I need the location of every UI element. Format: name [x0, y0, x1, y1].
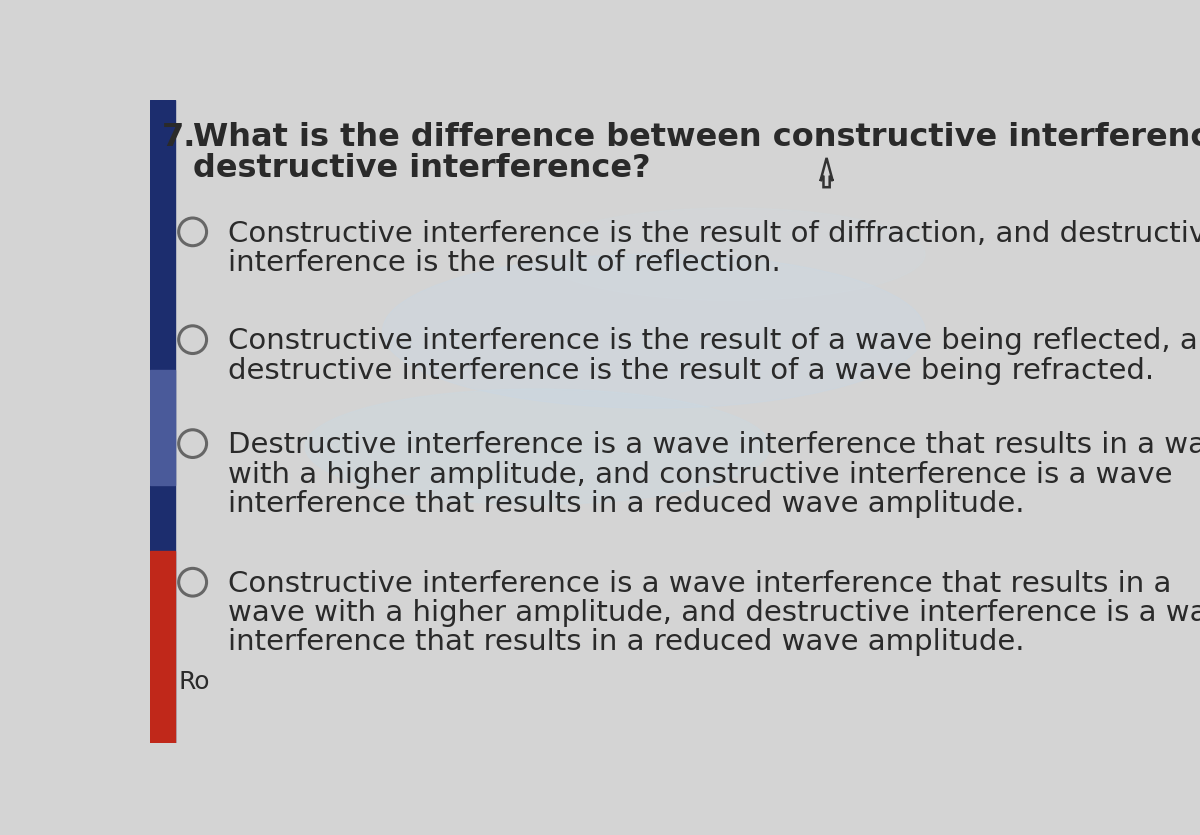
Text: Constructive interference is the result of diffraction, and destructive: Constructive interference is the result … — [228, 220, 1200, 247]
Text: What is the difference between constructive interference and: What is the difference between construct… — [193, 122, 1200, 153]
Ellipse shape — [383, 254, 925, 408]
Bar — [150, 370, 175, 485]
Text: with a higher amplitude, and constructive interference is a wave: with a higher amplitude, and constructiv… — [228, 461, 1172, 488]
Text: Constructive interference is the result of a wave being reflected, and: Constructive interference is the result … — [228, 327, 1200, 356]
Text: Destructive interference is a wave interference that results in a wave: Destructive interference is a wave inter… — [228, 432, 1200, 459]
Text: interference that results in a reduced wave amplitude.: interference that results in a reduced w… — [228, 629, 1024, 656]
Text: interference is the result of reflection.: interference is the result of reflection… — [228, 249, 780, 277]
Text: interference that results in a reduced wave amplitude.: interference that results in a reduced w… — [228, 490, 1024, 518]
Ellipse shape — [538, 208, 925, 301]
Bar — [150, 550, 175, 743]
Text: destructive interference?: destructive interference? — [193, 153, 650, 184]
Text: wave with a higher amplitude, and destructive interference is a wave: wave with a higher amplitude, and destru… — [228, 600, 1200, 627]
Text: 7.: 7. — [162, 122, 196, 153]
Text: destructive interference is the result of a wave being refracted.: destructive interference is the result o… — [228, 357, 1153, 385]
Text: Ro: Ro — [179, 670, 210, 694]
Text: Constructive interference is a wave interference that results in a: Constructive interference is a wave inte… — [228, 570, 1171, 598]
Bar — [150, 100, 175, 743]
Ellipse shape — [305, 389, 770, 504]
